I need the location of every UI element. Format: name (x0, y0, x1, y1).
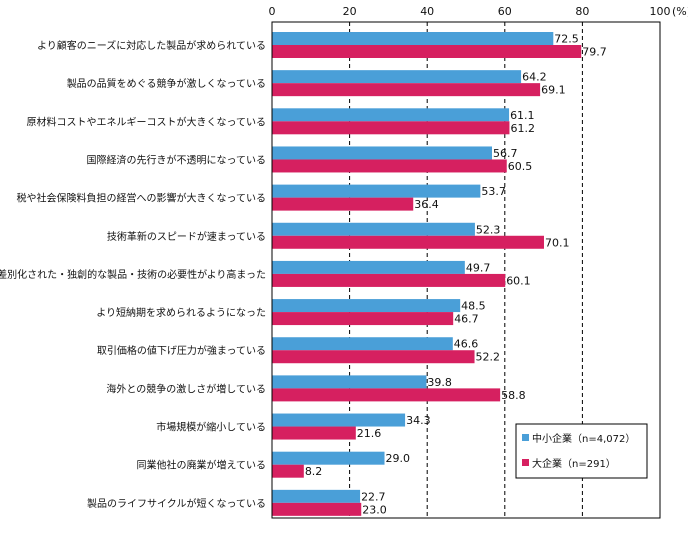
data-label-series2-5: 36.4 (414, 198, 439, 211)
x-axis: 0 20 40 60 80 100(%) (269, 5, 688, 18)
bar-series1-1 (272, 32, 553, 45)
x-tick-label-20: 20 (343, 5, 357, 18)
bar-series2-2 (272, 83, 540, 96)
bar-series2-6 (272, 236, 544, 249)
bar-series1-8 (272, 299, 460, 312)
data-label-series2-8: 46.7 (454, 313, 479, 326)
category-label-6: 技術革新のスピードが速まっている (107, 230, 266, 243)
data-label-series1-8: 48.5 (461, 300, 486, 313)
legend-swatch-2 (522, 459, 529, 466)
bar-series1-11 (272, 414, 405, 427)
data-label-series1-10: 39.8 (427, 376, 452, 389)
data-label-series2-6: 70.1 (545, 236, 570, 249)
bar-series1-10 (272, 375, 426, 388)
bar-series2-5 (272, 198, 413, 211)
bar-series1-9 (272, 337, 453, 350)
bar-series2-8 (272, 312, 453, 325)
legend-swatch-1 (522, 434, 529, 441)
bar-series2-12 (272, 465, 304, 478)
data-label-series1-6: 52.3 (476, 223, 501, 236)
data-label-series2-2: 69.1 (541, 84, 566, 97)
bar-series2-4 (272, 159, 507, 172)
data-label-series2-9: 52.2 (476, 351, 501, 364)
data-label-series1-9: 46.6 (454, 338, 479, 351)
data-label-series2-4: 60.5 (508, 160, 533, 173)
data-label-series1-5: 53.7 (481, 185, 506, 198)
data-label-series1-4: 56.7 (493, 147, 517, 160)
x-tick-label-100: 100 (650, 5, 671, 18)
bar-series1-12 (272, 452, 385, 465)
x-tick-label-80: 80 (575, 5, 589, 18)
category-label-13: 製品のライフサイクルが短くなっている (87, 497, 266, 510)
bar-series2-9 (272, 350, 475, 363)
x-tick-label-60: 60 (498, 5, 512, 18)
category-label-3: 原材料コストやエネルギーコストが大きくなっている (27, 115, 267, 128)
category-label-1: より顧客のニーズに対応した製品が求められている (37, 39, 266, 52)
bar-series1-6 (272, 223, 475, 236)
bar-series1-5 (272, 185, 480, 198)
bar-series1-3 (272, 108, 509, 121)
data-label-series2-3: 61.2 (510, 122, 535, 135)
data-label-series1-1: 72.5 (554, 33, 579, 46)
data-label-series1-13: 22.7 (361, 490, 386, 503)
category-label-2: 製品の品質をめぐる競争が激しくなっている (67, 77, 266, 90)
data-label-series1-3: 61.1 (510, 109, 535, 122)
bar-series1-2 (272, 70, 521, 83)
category-label-4: 国際経済の先行きが不透明になっている (87, 153, 267, 166)
data-label-series2-12: 8.2 (305, 465, 323, 478)
category-label-9: 取引価格の値下げ圧力が強まっている (97, 344, 266, 357)
category-label-12: 同業他社の廃業が増えている (137, 459, 267, 472)
bar-series2-13 (272, 503, 361, 516)
bar-series1-4 (272, 146, 492, 159)
bar-series2-3 (272, 121, 509, 134)
category-label-8: より短納期を求められるようになった (96, 306, 266, 319)
category-label-10: 海外との競争の激しさが増している (106, 382, 266, 395)
data-label-series2-10: 58.8 (501, 389, 526, 402)
x-tick-label-0: 0 (269, 5, 276, 18)
legend: 中小企業（n=4,072） 大企業（n=291） (516, 424, 647, 478)
data-label-series1-11: 34.3 (406, 414, 431, 427)
data-label-series1-7: 49.7 (466, 261, 491, 274)
data-label-series2-7: 60.1 (506, 274, 531, 287)
x-tick-label-40: 40 (420, 5, 434, 18)
data-label-series2-11: 21.6 (357, 427, 382, 440)
bar-series2-1 (272, 45, 581, 58)
x-unit-label: (%) (672, 5, 688, 18)
data-label-series1-12: 29.0 (386, 452, 411, 465)
category-label-7: 差別化された・独創的な製品・技術の必要性がより高まった (0, 268, 266, 281)
bar-series1-7 (272, 261, 465, 274)
data-label-series2-1: 79.7 (582, 46, 607, 59)
bar-series2-11 (272, 427, 356, 440)
bar-series1-13 (272, 490, 360, 503)
bar-series2-7 (272, 274, 505, 287)
data-label-series1-2: 64.2 (522, 71, 547, 84)
bar-series2-10 (272, 388, 500, 401)
category-label-5: 税や社会保険料負担の経営への影響が大きくなっている (17, 192, 267, 205)
data-label-series2-13: 23.0 (362, 503, 387, 516)
legend-label-1: 中小企業（n=4,072） (532, 432, 635, 445)
legend-label-2: 大企業（n=291） (532, 457, 616, 470)
category-label-11: 市場規模が縮小している (156, 421, 266, 434)
category-labels: より顧客のニーズに対応した製品が求められている製品の品質をめぐる競争が激しくなっ… (0, 39, 266, 510)
